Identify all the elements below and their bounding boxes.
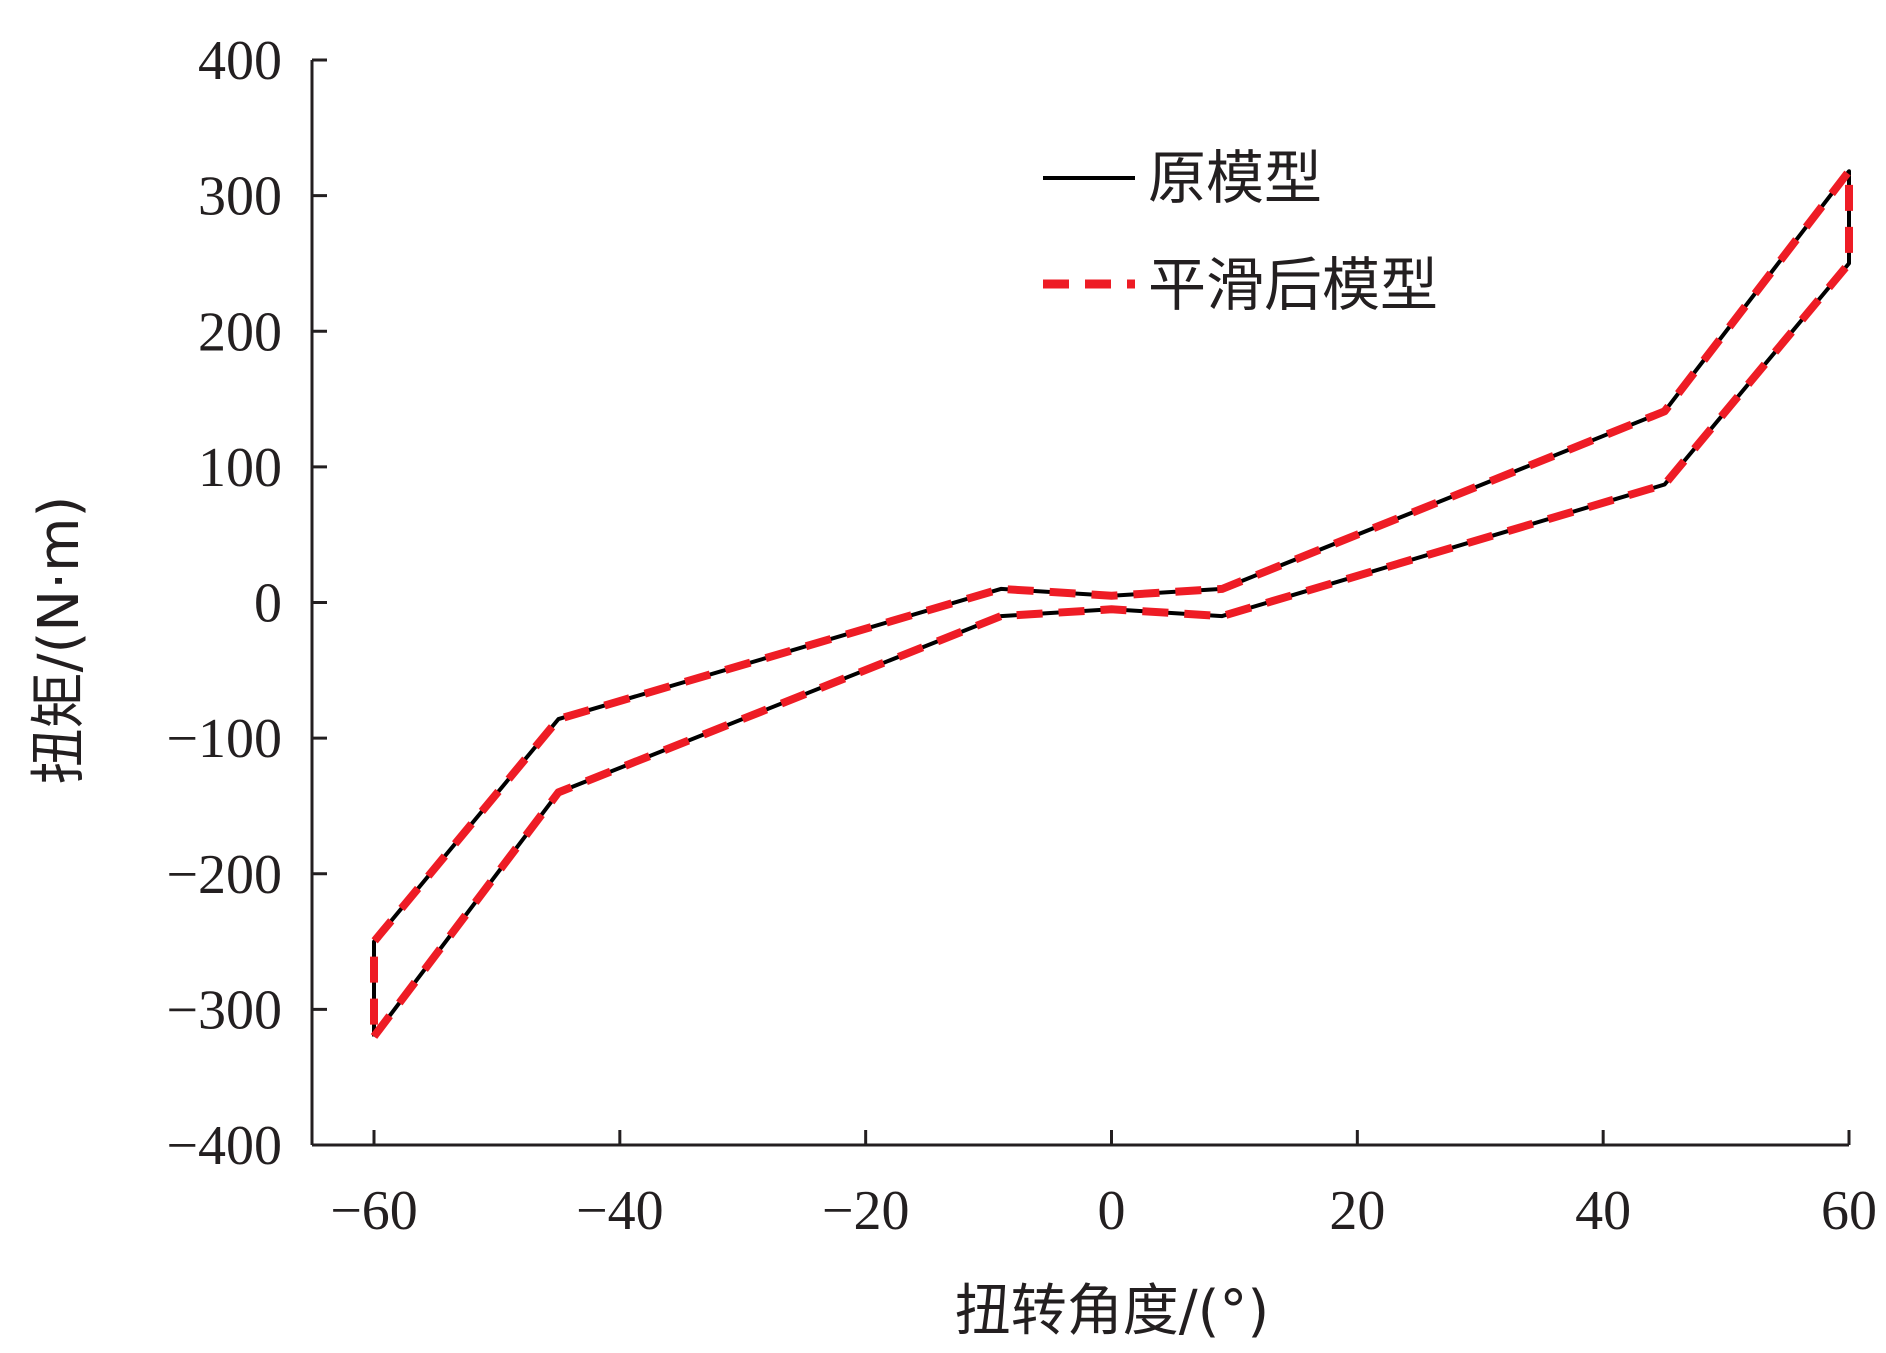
y-tick-label: −100	[166, 708, 282, 770]
y-tick-label: −300	[166, 979, 282, 1041]
x-tick-label: −60	[330, 1180, 418, 1242]
y-ticks: −400 −300 −200 −100 0 100 200 300 400	[166, 30, 327, 1177]
y-tick-label: −200	[166, 844, 282, 906]
legend: 原模型 平滑后模型	[1043, 144, 1438, 319]
axes	[310, 60, 1849, 1147]
x-axis-title: 扭转角度/(°)	[955, 1279, 1270, 1344]
x-tick-label: −20	[822, 1180, 910, 1242]
series-line-smoothed	[370, 167, 1853, 1039]
x-tick-label: 0	[1098, 1180, 1126, 1242]
y-tick-label: 400	[198, 30, 282, 92]
legend-label-original: 原模型	[1148, 144, 1322, 212]
y-tick-label: 300	[198, 166, 282, 228]
x-tick-label: −40	[576, 1180, 664, 1242]
x-ticks: −60 −40 −20 0 20 40 60	[330, 1130, 1877, 1242]
legend-label-smoothed: 平滑后模型	[1148, 251, 1438, 319]
y-tick-label: 100	[198, 437, 282, 499]
x-tick-label: 40	[1575, 1180, 1631, 1242]
x-tick-label: 60	[1821, 1180, 1877, 1242]
y-axis-title: 扭矩/(N·m)	[27, 496, 92, 785]
plot-lines	[370, 167, 1853, 1039]
x-tick-label: 20	[1329, 1180, 1385, 1242]
series-line-original	[372, 169, 1851, 1038]
y-tick-label: −400	[166, 1115, 282, 1177]
y-tick-label: 0	[254, 573, 282, 635]
y-tick-label: 200	[198, 301, 282, 363]
